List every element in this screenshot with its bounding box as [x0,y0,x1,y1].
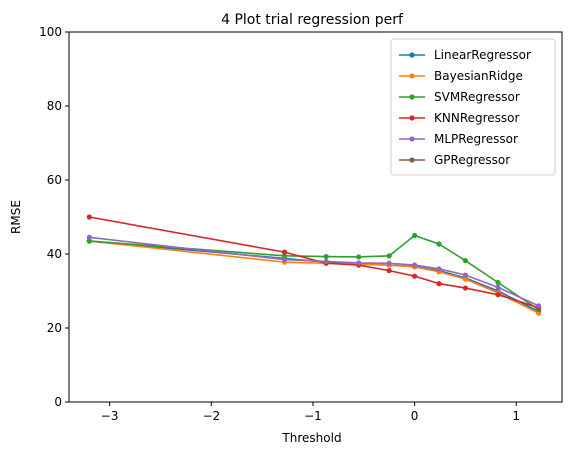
data-point-KNNRegressor [495,292,501,298]
data-point-SVMRegressor [462,258,469,264]
x-tick-label: −2 [202,409,220,423]
series-line-BayesianRidge [89,240,539,314]
data-point-BayesianRidge [462,276,469,282]
legend-label: SVMRegressor [434,90,520,104]
legend: LinearRegressor BayesianRidge SVMRegressor… [390,38,556,176]
data-point-MLPRegressor [462,272,469,278]
y-tick-label: 40 [47,247,62,261]
legend-swatch-marker [409,94,415,100]
legend-label: LinearRegressor [434,48,531,62]
series-line-SVMRegressor [89,234,540,311]
data-point-KNNRegressor [386,268,392,274]
legend-item: MLPRegressor [399,132,518,146]
data-point-SVMRegressor [281,253,288,259]
data-point-MLPRegressor [86,234,92,240]
data-point-SVMRegressor [495,279,501,286]
data-point-MLPRegressor [495,284,501,290]
x-axis-label: Threshold [281,431,341,445]
series-LinearRegressor [86,238,542,314]
legend-label: GPRegressor [434,153,510,167]
legend-swatch-marker [409,115,415,121]
data-point-SVMRegressor [436,241,442,247]
legend-item: GPRegressor [399,153,510,167]
legend-swatch-marker [409,136,415,142]
x-tick-label: 1 [512,409,520,423]
data-point-MLPRegressor [323,258,329,264]
data-point-MLPRegressor [536,303,542,309]
data-point-SVMRegressor [386,253,392,259]
x-tick-label: 0 [411,409,419,423]
legend-label: BayesianRidge [434,69,523,83]
series-line-MLPRegressor [89,236,539,307]
data-point-SVMRegressor [412,232,418,239]
data-point-MLPRegressor [386,260,392,266]
legend-label: KNNRegressor [434,111,520,125]
data-point-BayesianRidge [536,310,542,316]
data-point-KNNRegressor [412,273,418,279]
legend-swatch-marker [409,73,415,79]
series-line-LinearRegressor [89,240,539,313]
data-point-KNNRegressor [281,249,288,255]
plot-area [86,214,542,316]
data-point-MLPRegressor [412,262,418,268]
y-tick-label: 0 [54,395,62,409]
data-point-MLPRegressor [356,260,362,266]
series-MLPRegressor [86,234,542,309]
data-point-MLPRegressor [436,266,442,272]
data-point-KNNRegressor [462,285,469,291]
chart-title: 4 Plot trial regression perf [221,12,404,28]
legend-item: KNNRegressor [399,111,520,125]
legend-swatch-marker [409,52,415,58]
y-tick-label: 100 [39,25,62,39]
legend-item: BayesianRidge [399,69,523,83]
series-line-KNNRegressor [89,216,539,309]
data-point-SVMRegressor [86,238,92,244]
axes-frame [68,31,563,403]
x-tick-label: −1 [304,409,322,423]
data-point-MLPRegressor [281,256,288,263]
data-point-SVMRegressor [356,254,362,260]
y-tick-label: 60 [47,173,62,187]
data-point-SVMRegressor [323,253,329,260]
y-tick-label: 20 [47,321,62,335]
legend-label: MLPRegressor [434,132,518,146]
x-tick-label: −3 [101,409,119,423]
y-axis-label: RMSE [9,200,23,234]
legend-item: SVMRegressor [399,90,520,104]
data-point-KNNRegressor [86,214,92,220]
legend-box [390,38,556,176]
legend-item: LinearRegressor [399,48,531,62]
y-tick-label: 80 [47,99,62,113]
data-point-KNNRegressor [436,281,442,287]
legend-swatch-marker [409,157,415,163]
